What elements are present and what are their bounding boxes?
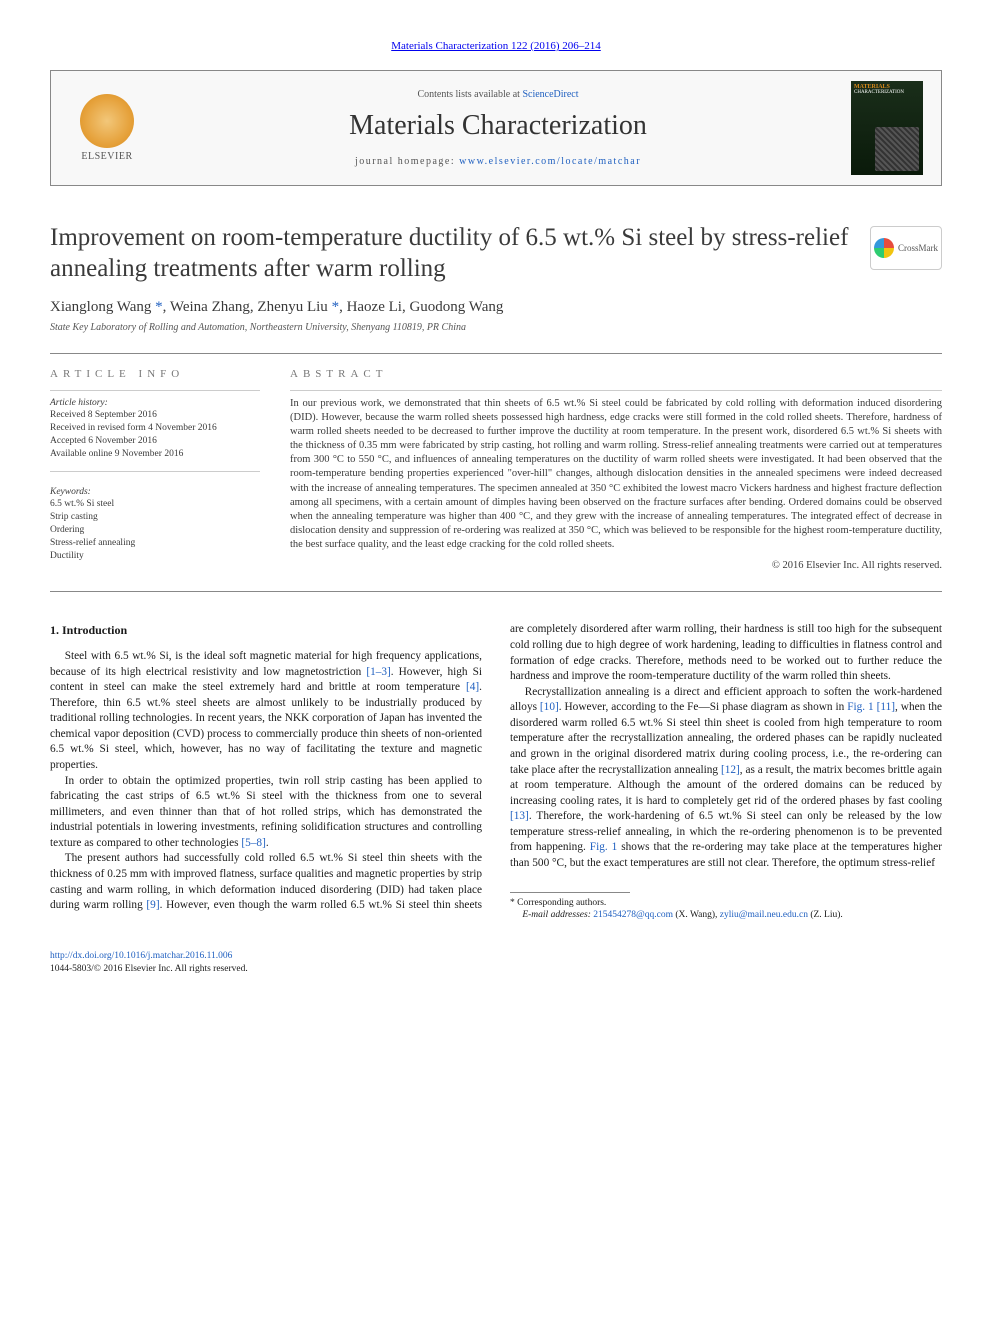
publisher-logo: ELSEVIER	[69, 87, 145, 169]
citation-link[interactable]: [4]	[466, 681, 479, 693]
affiliation: State Key Laboratory of Rolling and Auto…	[50, 322, 942, 333]
keyword: 6.5 wt.% Si steel	[50, 498, 260, 511]
email-line: E-mail addresses: 215454278@qq.com (X. W…	[510, 909, 942, 922]
info-subrule	[50, 471, 260, 472]
citation-link[interactable]: [10]	[540, 701, 559, 713]
abstract-heading: abstract	[290, 368, 942, 380]
doi-link[interactable]: http://dx.doi.org/10.1016/j.matchar.2016…	[50, 951, 232, 961]
intro-heading: 1. Introduction	[50, 622, 482, 639]
para-text: .	[266, 837, 269, 849]
crossmark-badge[interactable]: CrossMark	[870, 226, 942, 270]
history-online: Available online 9 November 2016	[50, 448, 260, 461]
header-citation-link[interactable]: Materials Characterization 122 (2016) 20…	[391, 40, 601, 52]
body-paragraph: Steel with 6.5 wt.% Si, is the ideal sof…	[50, 649, 482, 774]
citation-link[interactable]: [1–3]	[366, 666, 390, 678]
footnotes: * Corresponding authors. E-mail addresse…	[510, 897, 942, 923]
authors-line: Xianglong Wang *, Weina Zhang, Zhenyu Li…	[50, 299, 942, 316]
author-email-link[interactable]: zyliu@mail.neu.edu.cn	[720, 910, 808, 920]
sciencedirect-link[interactable]: ScienceDirect	[522, 89, 578, 100]
figure-link[interactable]: Fig. 1	[847, 701, 873, 713]
publisher-name: ELSEVIER	[81, 151, 132, 162]
keyword: Ordering	[50, 524, 260, 537]
corresponding-author-note: * Corresponding authors.	[510, 897, 942, 910]
info-subrule	[50, 390, 260, 391]
body-paragraph: Recrystallization annealing is a direct …	[510, 685, 942, 872]
page-footer: http://dx.doi.org/10.1016/j.matchar.2016…	[50, 950, 942, 976]
author-email-link[interactable]: 215454278@qq.com	[593, 910, 673, 920]
crossmark-icon	[874, 238, 894, 258]
issn-copyright: 1044-5803/© 2016 Elsevier Inc. All right…	[50, 964, 248, 974]
contents-line: Contents lists available at ScienceDirec…	[145, 89, 851, 100]
homepage-link[interactable]: www.elsevier.com/locate/matchar	[459, 156, 641, 167]
journal-header-box: ELSEVIER Contents lists available at Sci…	[50, 70, 942, 186]
figure-link[interactable]: Fig. 1	[590, 841, 618, 853]
elsevier-tree-icon	[80, 94, 134, 148]
abstract-column: abstract In our previous work, we demons…	[290, 368, 942, 572]
citation-link[interactable]: [13]	[510, 810, 529, 822]
homepage-line: journal homepage: www.elsevier.com/locat…	[145, 156, 851, 167]
body-paragraph: In order to obtain the optimized propert…	[50, 774, 482, 852]
cover-sub: CHARACTERIZATION	[854, 90, 920, 95]
keyword: Strip casting	[50, 511, 260, 524]
cover-image-icon	[875, 127, 919, 171]
citation-link[interactable]: [11]	[877, 701, 895, 713]
para-text: . Therefore, thin 6.5 wt.% steel sheets …	[50, 681, 482, 771]
para-text: . However, according to the Fe—Si phase …	[559, 701, 847, 713]
homepage-label: journal homepage:	[355, 156, 459, 167]
divider	[50, 591, 942, 592]
article-title: Improvement on room-temperature ductilit…	[50, 222, 850, 285]
contents-text: Contents lists available at	[417, 89, 522, 100]
abstract-subrule	[290, 390, 942, 391]
email-who: (Z. Liu).	[808, 910, 843, 920]
article-info-heading: article info	[50, 368, 260, 380]
journal-cover-thumbnail[interactable]: MATERIALS CHARACTERIZATION	[851, 81, 923, 175]
keyword: Ductility	[50, 550, 260, 563]
article-info-column: article info Article history: Received 8…	[50, 368, 260, 572]
citation-link[interactable]: [9]	[146, 899, 159, 911]
footnote-rule	[510, 892, 630, 893]
keywords-label: Keywords:	[50, 486, 260, 499]
divider	[50, 353, 942, 354]
email-label: E-mail addresses:	[522, 910, 593, 920]
keyword: Stress-relief annealing	[50, 537, 260, 550]
history-label: Article history:	[50, 397, 260, 410]
abstract-copyright: © 2016 Elsevier Inc. All rights reserved…	[290, 560, 942, 571]
history-received: Received 8 September 2016	[50, 409, 260, 422]
abstract-text: In our previous work, we demonstrated th…	[290, 397, 942, 553]
email-who: (X. Wang),	[673, 910, 720, 920]
history-revised: Received in revised form 4 November 2016	[50, 422, 260, 435]
journal-name: Materials Characterization	[145, 110, 851, 142]
crossmark-label: CrossMark	[898, 243, 938, 253]
history-accepted: Accepted 6 November 2016	[50, 435, 260, 448]
citation-link[interactable]: [12]	[721, 764, 740, 776]
citation-link[interactable]: [5–8]	[241, 837, 265, 849]
